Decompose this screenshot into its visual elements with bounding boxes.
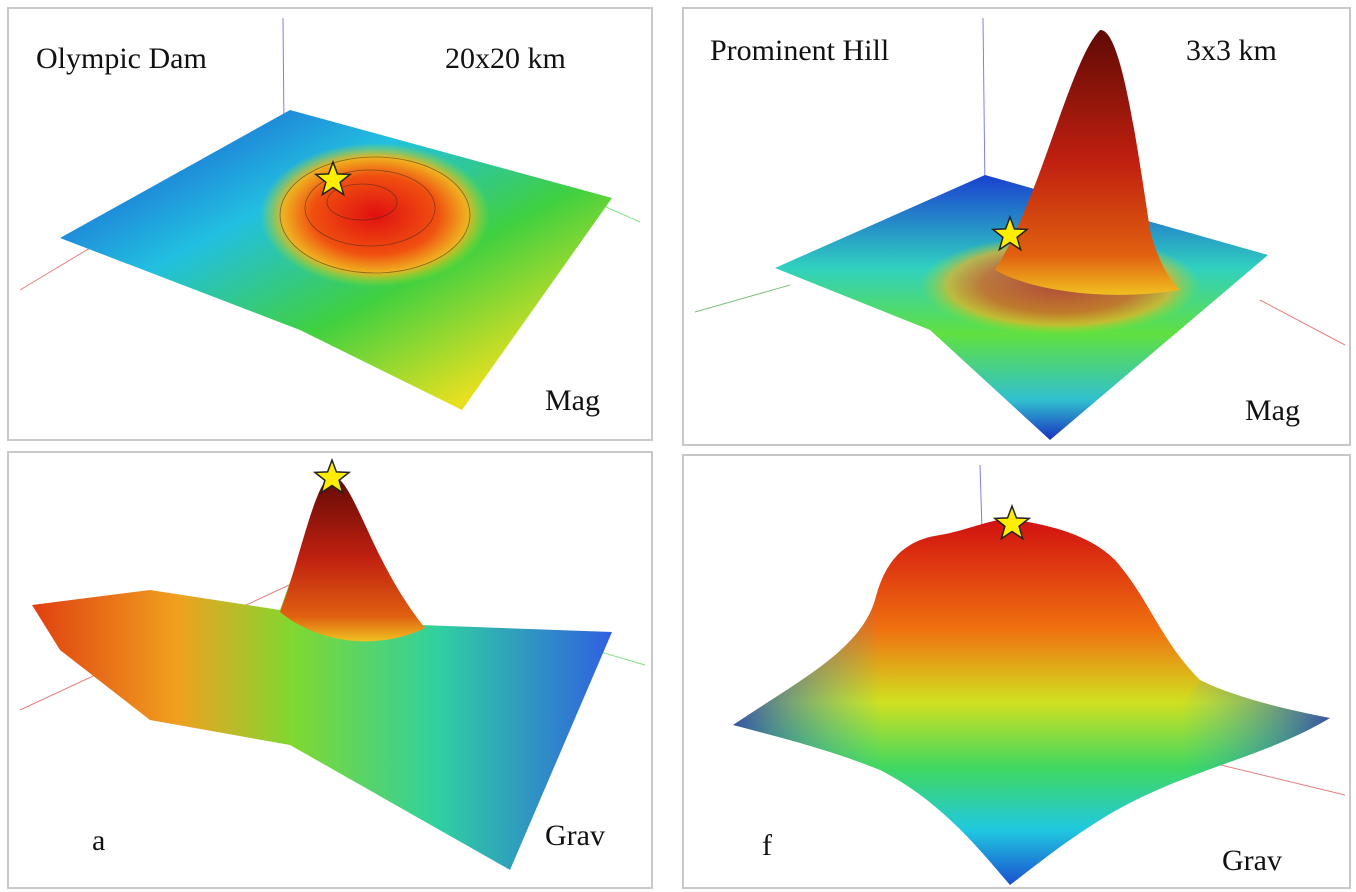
- panel-title: Prominent Hill: [710, 34, 889, 67]
- scale-label: 3x3 km: [1186, 34, 1277, 67]
- field-label: Grav: [1222, 844, 1282, 877]
- scale-label: 20x20 km: [445, 42, 566, 75]
- panel-title: Olympic Dam: [36, 42, 207, 75]
- field-label: Mag: [1245, 394, 1300, 427]
- figure: Olympic Dam 20x20 km Mag Prominent Hill …: [0, 0, 1356, 892]
- panel: f Grav: [683, 455, 1350, 888]
- field-label: Mag: [545, 384, 600, 417]
- panel-letter: a: [92, 824, 105, 857]
- panel: a Grav: [8, 452, 652, 888]
- panel-letter: f: [762, 829, 772, 862]
- panel: Olympic Dam 20x20 km Mag: [8, 8, 652, 440]
- panel: Prominent Hill 3x3 km Mag: [683, 8, 1350, 445]
- anomaly: [260, 143, 490, 287]
- field-label: Grav: [545, 819, 605, 852]
